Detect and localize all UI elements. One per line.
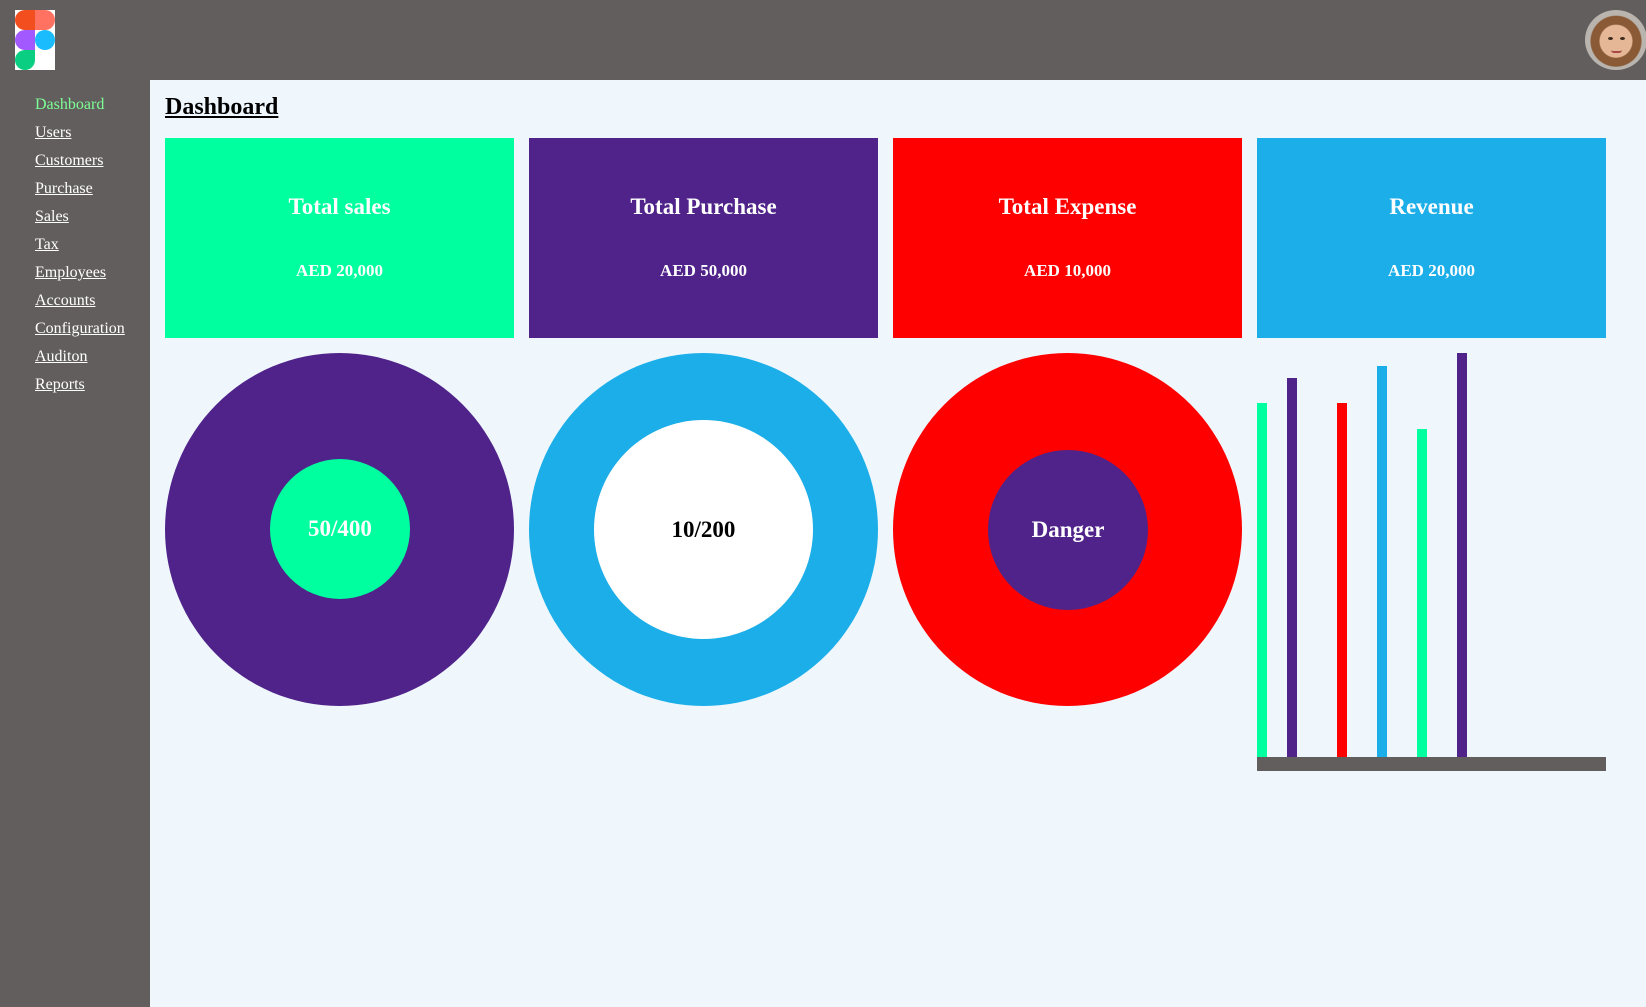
sidebar-link-dashboard[interactable]: Dashboard — [35, 96, 105, 113]
sidebar-item-purchase[interactable]: Purchase — [0, 178, 150, 206]
sidebar-item-employees[interactable]: Employees — [0, 262, 150, 290]
sidebar-link-employees[interactable]: Employees — [35, 264, 107, 281]
donut-progress-sales: 50/400 — [165, 353, 514, 706]
chart-bar — [1337, 403, 1347, 757]
card-value: AED 20,000 — [296, 261, 383, 280]
card-title: Total Purchase — [630, 194, 777, 219]
sidebar-link-tax[interactable]: Tax — [35, 236, 59, 253]
card-total-purchase: Total Purchase AED 50,000 — [529, 138, 878, 338]
donut-center-label: Danger — [988, 450, 1148, 610]
card-title: Revenue — [1389, 194, 1474, 219]
donut-status-danger: Danger — [893, 353, 1242, 706]
sidebar-link-users[interactable]: Users — [35, 124, 72, 141]
main-content: Dashboard Total sales AED 20,000 Total P… — [150, 80, 1646, 1007]
sidebar-link-purchase[interactable]: Purchase — [35, 180, 93, 197]
sidebar-link-sales[interactable]: Sales — [35, 208, 69, 225]
donut-progress-purchase: 10/200 — [529, 353, 878, 706]
sidebar-menu: Dashboard Users Customers Purchase Sales… — [0, 80, 150, 402]
chart-bar — [1257, 403, 1267, 757]
card-value: AED 50,000 — [660, 261, 747, 280]
donut-center-label: 50/400 — [270, 459, 410, 599]
card-total-expense: Total Expense AED 10,000 — [893, 138, 1242, 338]
chart-bar — [1377, 366, 1387, 757]
user-avatar-icon[interactable] — [1585, 10, 1646, 70]
card-revenue: Revenue AED 20,000 — [1257, 138, 1606, 338]
sidebar-item-users[interactable]: Users — [0, 122, 150, 150]
sidebar-item-customers[interactable]: Customers — [0, 150, 150, 178]
sidebar-link-auditon[interactable]: Auditon — [35, 348, 88, 365]
chart-bar — [1287, 378, 1297, 757]
sidebar-item-tax[interactable]: Tax — [0, 234, 150, 262]
page-title: Dashboard — [165, 94, 279, 120]
chart-bar — [1457, 353, 1467, 757]
sidebar-link-reports[interactable]: Reports — [35, 376, 85, 393]
bar-chart-baseline — [1257, 757, 1606, 771]
sidebar-item-configuration[interactable]: Configuration — [0, 318, 150, 346]
bar-chart — [1257, 353, 1606, 773]
sidebar-link-customers[interactable]: Customers — [35, 152, 104, 169]
sidebar-link-accounts[interactable]: Accounts — [35, 292, 96, 309]
card-title: Total Expense — [998, 194, 1137, 219]
sidebar: Dashboard Users Customers Purchase Sales… — [0, 80, 150, 1007]
top-bar — [0, 0, 1646, 80]
sidebar-item-sales[interactable]: Sales — [0, 206, 150, 234]
sidebar-link-configuration[interactable]: Configuration — [35, 320, 125, 337]
card-title: Total sales — [288, 194, 391, 219]
card-total-sales: Total sales AED 20,000 — [165, 138, 514, 338]
sidebar-item-dashboard[interactable]: Dashboard — [0, 94, 150, 122]
sidebar-item-reports[interactable]: Reports — [0, 374, 150, 402]
sidebar-item-auditon[interactable]: Auditon — [0, 346, 150, 374]
card-value: AED 20,000 — [1388, 261, 1475, 280]
figma-logo-icon[interactable] — [15, 10, 55, 70]
donut-center-label: 10/200 — [594, 420, 813, 639]
chart-bar — [1417, 429, 1427, 757]
sidebar-item-accounts[interactable]: Accounts — [0, 290, 150, 318]
card-value: AED 10,000 — [1024, 261, 1111, 280]
